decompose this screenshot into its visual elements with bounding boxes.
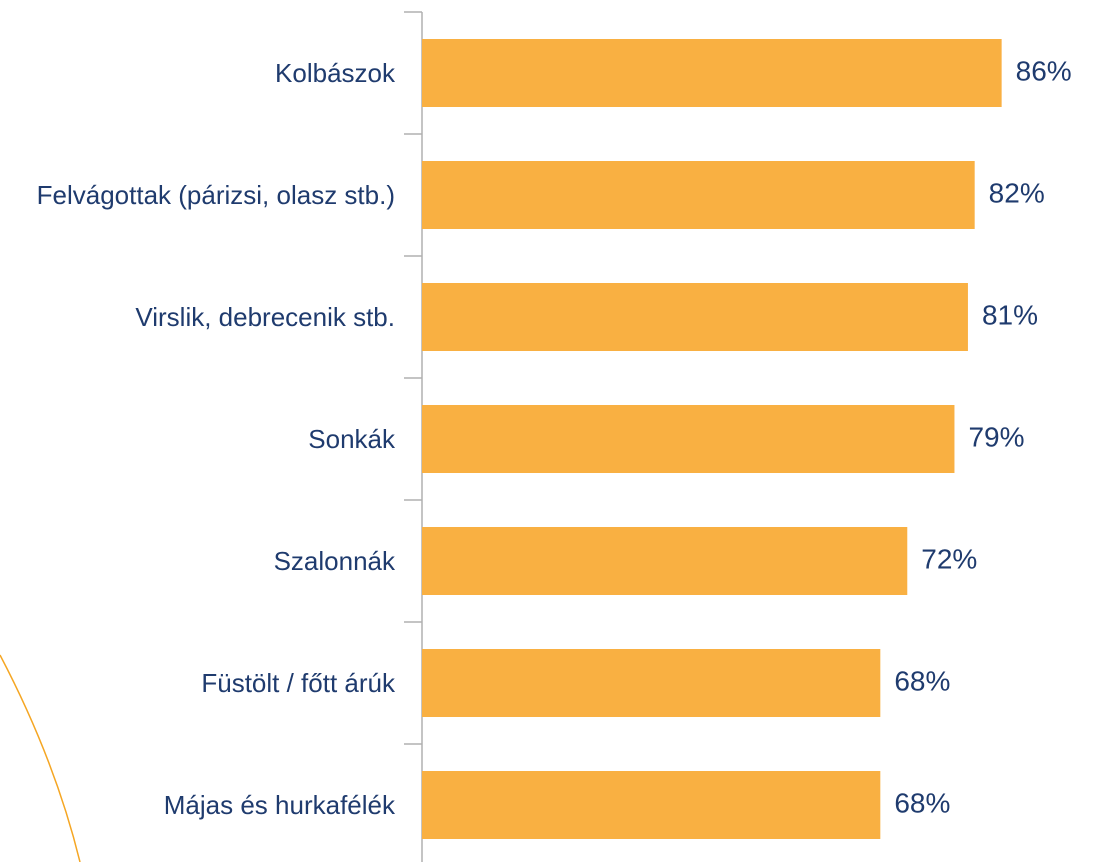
category-label: Felvágottak (párizsi, olasz stb.) <box>36 180 395 210</box>
value-label: 72% <box>921 543 977 574</box>
category-label: Májas és hurkafélék <box>163 790 395 820</box>
category-label: Sonkák <box>308 424 395 454</box>
bar <box>422 527 908 595</box>
bar <box>422 405 955 473</box>
category-label: Szalonnák <box>273 546 395 576</box>
value-label: 82% <box>989 177 1045 208</box>
category-label: Virslik, debrecenik stb. <box>135 302 395 332</box>
value-label: 81% <box>982 299 1038 330</box>
category-label: Kolbászok <box>275 58 395 88</box>
value-label: 86% <box>1016 55 1072 86</box>
value-label: 79% <box>968 421 1024 452</box>
decoration-curve <box>0 654 81 862</box>
bar <box>422 161 975 229</box>
bar <box>422 649 881 717</box>
bar <box>422 283 968 351</box>
category-label: Füstölt / főtt árúk <box>201 668 395 698</box>
value-label: 68% <box>894 787 950 818</box>
value-label: 68% <box>894 665 950 696</box>
bar <box>422 771 881 839</box>
bar <box>422 39 1002 107</box>
